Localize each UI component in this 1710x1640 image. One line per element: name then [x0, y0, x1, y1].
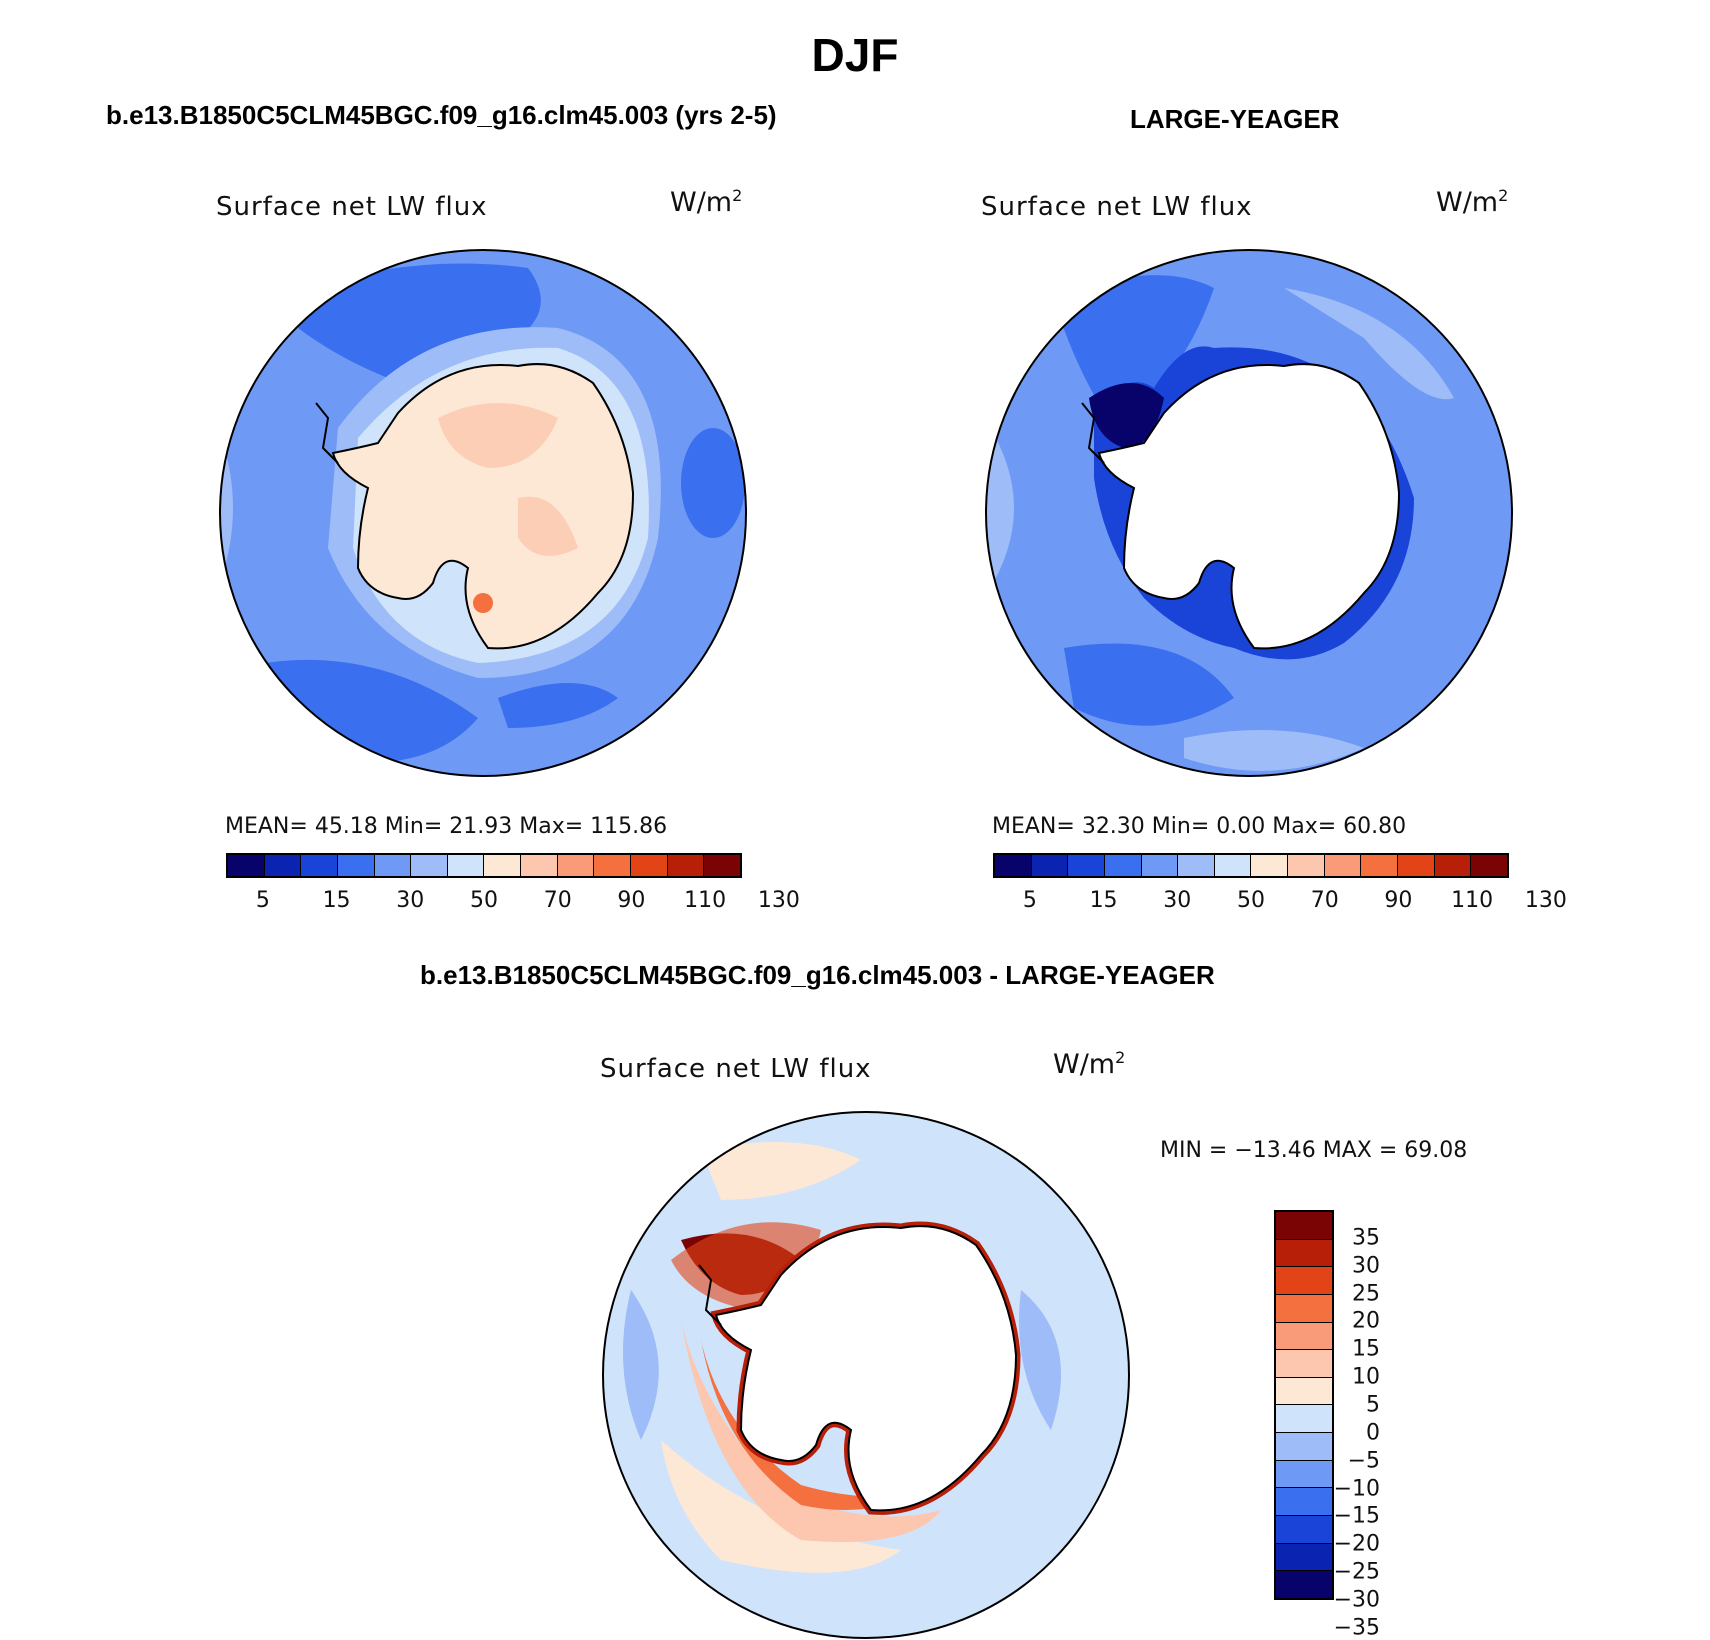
colorbar-tick-label: 30 [396, 888, 425, 913]
colorbar-swatch [1276, 1267, 1332, 1295]
colorbar-swatch [704, 855, 740, 876]
diff-panel-title: b.e13.B1850C5CLM45BGC.f09_g16.clm45.003 … [420, 960, 1215, 990]
colorbar-swatch [1276, 1212, 1332, 1240]
colorbar-swatch [301, 855, 338, 876]
colorbar-tick-label: −30 [1333, 1587, 1380, 1613]
colorbar-tick-label: −15 [1333, 1503, 1380, 1529]
colorbar-tick-label: 5 [1022, 888, 1037, 913]
colorbar-tick-label: 35 [1352, 1225, 1380, 1251]
model-units: W/m2 [670, 186, 743, 218]
colorbar-swatch [631, 855, 668, 876]
colorbar-swatch [1276, 1350, 1332, 1378]
colorbar-swatch [1276, 1377, 1332, 1406]
colorbar-tick-label: 30 [1352, 1253, 1380, 1279]
colorbar-swatch [1288, 855, 1325, 876]
colorbar-swatch [337, 855, 375, 876]
colorbar-swatch [1276, 1571, 1332, 1598]
obs-panel-title: LARGE-YEAGER [1130, 104, 1340, 134]
obs-units: W/m2 [1436, 186, 1509, 218]
colorbar-tick-label: 5 [255, 888, 270, 913]
colorbar-tick-label: 110 [1451, 888, 1494, 913]
colorbar-swatch [374, 855, 412, 876]
colorbar-tick-label: 130 [757, 888, 800, 913]
diff-units: W/m2 [1053, 1048, 1126, 1080]
colorbar-swatch [1141, 855, 1179, 876]
obs-polar-map [985, 249, 1513, 777]
colorbar-tick-label: 15 [322, 888, 351, 913]
diff-subtitle: Surface net LW flux [600, 1054, 872, 1084]
colorbar-swatch [1251, 855, 1289, 876]
colorbar-swatch [1276, 1294, 1332, 1323]
colorbar-tick-label: 50 [470, 888, 498, 913]
colorbar-swatch [484, 855, 522, 876]
model-panel-title: b.e13.B1850C5CLM45BGC.f09_g16.clm45.003 … [106, 100, 777, 130]
colorbar-swatch [1178, 855, 1215, 876]
colorbar-swatch [557, 855, 595, 876]
colorbar-swatch [1361, 855, 1399, 876]
colorbar-swatch [1276, 1460, 1332, 1489]
colorbar-tick-label: −5 [1347, 1448, 1380, 1474]
colorbar-swatch [521, 855, 558, 876]
colorbar-swatch [1031, 855, 1069, 876]
colorbar-swatch [1276, 1239, 1332, 1268]
colorbar-tick-label: 70 [543, 888, 572, 913]
model-colorbar [226, 853, 742, 878]
colorbar-tick-label: 30 [1163, 888, 1192, 913]
colorbar-swatch [1276, 1488, 1332, 1517]
colorbar-tick-label: 0 [1366, 1420, 1380, 1446]
colorbar-swatch [264, 855, 302, 876]
colorbar-tick-label: −25 [1333, 1559, 1380, 1585]
colorbar-tick-label: 50 [1237, 888, 1265, 913]
colorbar-tick-label: 25 [1352, 1281, 1380, 1307]
colorbar-swatch [1214, 855, 1252, 876]
colorbar-swatch [1104, 855, 1142, 876]
diff-polar-map [602, 1111, 1130, 1639]
colorbar-tick-label: 20 [1352, 1308, 1380, 1334]
colorbar-swatch [228, 855, 265, 876]
diff-colorbar [1274, 1210, 1334, 1600]
colorbar-swatch [1324, 855, 1362, 876]
model-stats: MEAN= 45.18 Min= 21.93 Max= 115.86 [225, 814, 668, 839]
model-polar-map [219, 249, 747, 777]
colorbar-tick-label: 15 [1089, 888, 1118, 913]
colorbar-swatch [995, 855, 1032, 876]
colorbar-swatch [411, 855, 448, 876]
colorbar-swatch [1276, 1543, 1332, 1572]
colorbar-swatch [1276, 1405, 1332, 1434]
diff-colorbar-ticks: 35 30 25 20 15 10 5 0 −5 −10 −15 −20 −25 −30 −35 [1333, 1210, 1380, 1640]
colorbar-tick-label: 5 [1366, 1392, 1380, 1418]
obs-colorbar-ticks: 5 15 30 50 70 90 110 130 [993, 888, 1567, 916]
colorbar-swatch [1068, 855, 1105, 876]
colorbar-swatch [1276, 1322, 1332, 1351]
colorbar-tick-label: 110 [684, 888, 727, 913]
colorbar-tick-label: 130 [1524, 888, 1567, 913]
colorbar-tick-label: 90 [617, 888, 646, 913]
colorbar-swatch [1471, 855, 1507, 876]
colorbar-swatch [594, 855, 632, 876]
obs-colorbar [993, 853, 1509, 878]
colorbar-swatch [1276, 1516, 1332, 1544]
obs-subtitle: Surface net LW flux [981, 192, 1253, 222]
figure-title: DJF [811, 29, 899, 81]
colorbar-swatch [1398, 855, 1435, 876]
colorbar-tick-label: −35 [1333, 1615, 1380, 1640]
obs-stats: MEAN= 32.30 Min= 0.00 Max= 60.80 [992, 814, 1407, 839]
colorbar-tick-label: 90 [1384, 888, 1413, 913]
model-colorbar-ticks: 5 15 30 50 70 90 110 130 [226, 888, 800, 916]
colorbar-tick-label: 10 [1352, 1364, 1380, 1390]
colorbar-tick-label: 15 [1352, 1336, 1380, 1362]
colorbar-tick-label: 70 [1310, 888, 1339, 913]
colorbar-swatch [667, 855, 705, 876]
model-subtitle: Surface net LW flux [216, 192, 488, 222]
colorbar-tick-label: −20 [1333, 1531, 1380, 1557]
colorbar-swatch [1276, 1433, 1332, 1461]
colorbar-swatch [1434, 855, 1472, 876]
colorbar-swatch [447, 855, 485, 876]
diff-stats: MIN = −13.46 MAX = 69.08 [1160, 1138, 1468, 1163]
colorbar-tick-label: −10 [1333, 1476, 1380, 1502]
